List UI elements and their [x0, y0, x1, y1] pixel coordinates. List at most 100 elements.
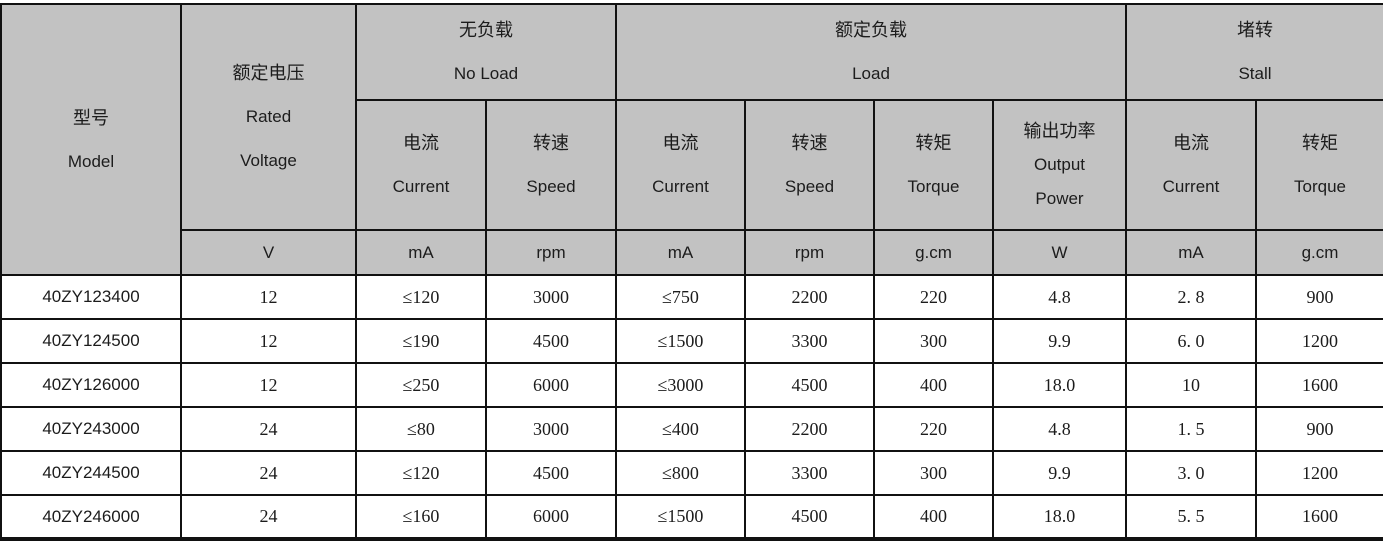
unit-load-current: mA: [615, 229, 746, 276]
value-cell: ≤120: [355, 450, 487, 496]
value-cell: 400: [873, 362, 994, 408]
value-cell: 1600: [1255, 494, 1383, 541]
header-no-load-speed-zh: 转速: [533, 133, 569, 153]
table-row: 40ZY123400 12 ≤120 3000 ≤750 2200 220 4.8 2. 8 90…: [0, 274, 1383, 320]
header-stall-torque-en: Torque: [1294, 177, 1346, 196]
value-cell: 4.8: [992, 406, 1127, 452]
value-cell: 220: [873, 406, 994, 452]
value-cell: ≤400: [615, 406, 746, 452]
spec-table-body: 40ZY123400 12 ≤120 3000 ≤750 2200 220 4.8 2. 8 90…: [0, 274, 1383, 541]
header-load-current-zh: 电流: [662, 133, 699, 153]
group-stall-zh: 堵转: [1237, 20, 1273, 40]
header-no-load-speed: 转速 Speed: [485, 99, 617, 231]
group-header-stall: 堵转 Stall: [1125, 3, 1383, 101]
header-stall-current: 电流 Current: [1125, 99, 1257, 231]
model-cell: 40ZY123400: [0, 274, 182, 320]
header-no-load-speed-en: Speed: [526, 177, 576, 196]
table-row: 40ZY244500 24 ≤120 4500 ≤800 3300 300 9.9 3. 0 12…: [0, 450, 1383, 496]
group-header-no-load: 无负载 No Load: [355, 3, 617, 101]
unit-output-power: W: [992, 229, 1127, 276]
unit-row: V mA rpm mA rpm g.cm W mA g.cm: [1, 229, 1383, 276]
value-cell: 12: [180, 318, 357, 364]
value-cell: ≤80: [355, 406, 487, 452]
value-cell: 2. 8: [1125, 274, 1257, 320]
header-rated-voltage-en1: Rated: [245, 107, 292, 126]
header-load-current-en: Current: [652, 177, 709, 196]
group-no-load-zh: 无负载: [459, 20, 513, 40]
group-stall-en: Stall: [1238, 64, 1272, 83]
model-cell: 40ZY243000: [0, 406, 182, 452]
value-cell: ≤160: [355, 494, 487, 541]
table-row: 40ZY126000 12 ≤250 6000 ≤3000 4500 400 18.0 10 16…: [0, 362, 1383, 408]
value-cell: 3. 0: [1125, 450, 1257, 496]
value-cell: 300: [873, 318, 994, 364]
header-load-torque-en: Torque: [907, 177, 960, 196]
unit-stall-torque: g.cm: [1255, 229, 1383, 276]
value-cell: 18.0: [992, 494, 1127, 541]
value-cell: 4500: [485, 318, 617, 364]
value-cell: ≤250: [355, 362, 487, 408]
model-cell: 40ZY244500: [0, 450, 182, 496]
table-row: 40ZY243000 24 ≤80 3000 ≤400 2200 220 4.8 1. 5 900: [0, 406, 1383, 452]
value-cell: ≤750: [615, 274, 746, 320]
value-cell: 24: [180, 450, 357, 496]
header-stall-torque: 转矩 Torque: [1255, 99, 1383, 231]
value-cell: ≤1500: [615, 494, 746, 541]
value-cell: ≤800: [615, 450, 746, 496]
value-cell: 300: [873, 450, 994, 496]
unit-load-torque: g.cm: [873, 229, 994, 276]
header-load-torque: 转矩 Torque: [873, 99, 994, 231]
header-load-torque-zh: 转矩: [915, 133, 952, 153]
value-cell: ≤3000: [615, 362, 746, 408]
table-row: 40ZY246000 24 ≤160 6000 ≤1500 4500 400 18.0 5. 5…: [0, 494, 1383, 541]
header-model-en: Model: [67, 151, 115, 171]
unit-no-load-current: mA: [355, 229, 487, 276]
header-output-power-en: Output Power: [1033, 155, 1086, 208]
value-cell: 3300: [744, 450, 875, 496]
header-load-speed-zh: 转速: [791, 133, 828, 153]
value-cell: 1. 5: [1125, 406, 1257, 452]
header-stall-current-zh: 电流: [1173, 133, 1209, 153]
value-cell: 12: [180, 362, 357, 408]
motor-spec-table: 型号 Model 额定电压 Rated Voltage 无负载 No Load …: [0, 3, 1383, 541]
value-cell: 10: [1125, 362, 1257, 408]
value-cell: 220: [873, 274, 994, 320]
value-cell: 18.0: [992, 362, 1127, 408]
value-cell: 1600: [1255, 362, 1383, 408]
value-cell: ≤190: [355, 318, 487, 364]
group-header-load: 额定负载 Load: [615, 3, 1127, 101]
header-output-power-zh: 输出功率: [1023, 121, 1096, 141]
value-cell: 2200: [744, 406, 875, 452]
unit-stall-current: mA: [1125, 229, 1257, 276]
value-cell: 4.8: [992, 274, 1127, 320]
header-load-speed-en: Speed: [784, 177, 835, 196]
value-cell: 2200: [744, 274, 875, 320]
value-cell: 9.9: [992, 450, 1127, 496]
value-cell: 4500: [744, 494, 875, 541]
header-output-power: 输出功率 Output Power: [992, 99, 1127, 231]
value-cell: 24: [180, 406, 357, 452]
value-cell: 900: [1255, 406, 1383, 452]
value-cell: 24: [180, 494, 357, 541]
header-rated-voltage-en2: Voltage: [240, 151, 297, 170]
value-cell: 3000: [485, 274, 617, 320]
value-cell: 5. 5: [1125, 494, 1257, 541]
model-cell: 40ZY246000: [0, 494, 182, 541]
header-load-speed: 转速 Speed: [744, 99, 875, 231]
unit-voltage: V: [180, 229, 357, 276]
value-cell: 3000: [485, 406, 617, 452]
value-cell: 900: [1255, 274, 1383, 320]
group-load-zh: 额定负载: [835, 20, 907, 40]
header-no-load-current-zh: 电流: [403, 133, 439, 153]
unit-load-speed: rpm: [744, 229, 875, 276]
group-no-load-en: No Load: [453, 64, 519, 83]
header-load-current: 电流 Current: [615, 99, 746, 231]
value-cell: 12: [180, 274, 357, 320]
header-rated-voltage: 额定电压 Rated Voltage: [180, 3, 357, 231]
value-cell: ≤120: [355, 274, 487, 320]
value-cell: 4500: [744, 362, 875, 408]
value-cell: 6000: [485, 362, 617, 408]
value-cell: 6000: [485, 494, 617, 541]
